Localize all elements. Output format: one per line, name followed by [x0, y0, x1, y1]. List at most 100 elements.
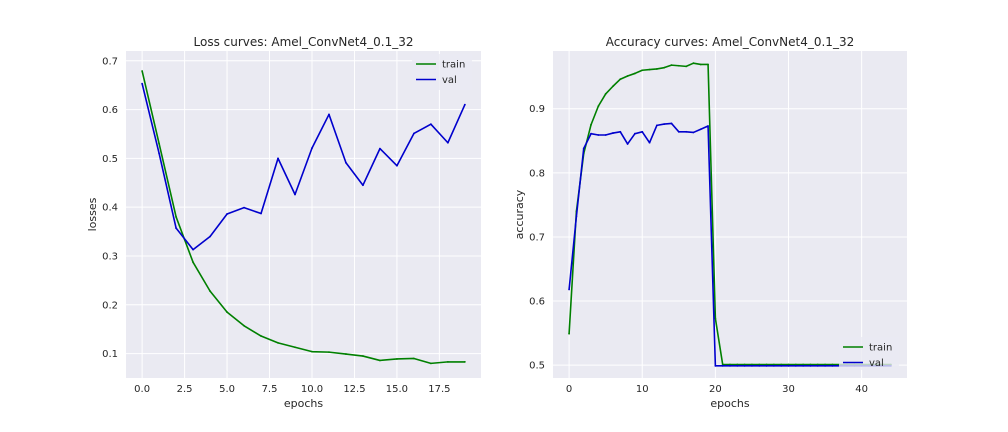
data-point-val: [663, 123, 666, 125]
data-point-train: [413, 357, 415, 360]
data-point-train: [463, 360, 466, 363]
data-point-val: [582, 147, 585, 150]
plot-area: [553, 51, 907, 378]
legend-box: [412, 54, 472, 90]
data-point-train: [379, 359, 381, 362]
data-point-val: [429, 123, 432, 126]
data-point-val: [328, 113, 330, 116]
data-point-val: [670, 122, 673, 125]
data-point-val: [345, 161, 347, 164]
data-point-train: [175, 216, 178, 218]
x-tick-label: 30: [782, 384, 795, 395]
legend-label-train: train: [442, 60, 465, 71]
data-point-train: [641, 69, 644, 72]
data-point-val: [362, 184, 364, 187]
data-point-train: [751, 363, 753, 366]
data-point-train: [612, 85, 614, 88]
data-point-train: [743, 363, 746, 366]
x-tick-label: 20: [709, 384, 722, 395]
data-point-train: [328, 351, 330, 354]
x-tick-label: 10.0: [301, 384, 323, 395]
data-point-val: [685, 130, 688, 133]
data-point-train: [294, 346, 296, 349]
y-tick-label: 0.5: [102, 154, 118, 165]
data-point-train: [816, 363, 819, 366]
y-tick-label: 0.6: [529, 297, 545, 308]
data-point-val: [277, 157, 279, 160]
data-point-train: [655, 68, 658, 70]
data-point-train: [772, 363, 775, 366]
data-point-val: [707, 125, 709, 127]
x-tick-label: 0.0: [134, 384, 150, 395]
data-point-train: [758, 363, 761, 366]
y-tick-label: 0.6: [102, 105, 118, 116]
data-point-val: [175, 227, 178, 230]
data-point-val: [379, 147, 381, 150]
data-point-val: [192, 248, 194, 251]
y-tick-label: 0.4: [102, 203, 118, 214]
data-point-val: [294, 193, 296, 196]
data-point-val: [568, 288, 570, 291]
data-point-val: [743, 364, 746, 367]
data-point-train: [765, 363, 768, 366]
legend-label-train: train: [869, 343, 892, 354]
y-tick-label: 0.2: [102, 300, 118, 311]
plot-area: [126, 51, 481, 378]
data-point-train: [243, 324, 245, 327]
data-point-val: [590, 132, 592, 135]
data-point-val: [311, 147, 313, 150]
data-point-val: [463, 103, 466, 106]
data-point-train: [677, 64, 680, 67]
data-point-train: [648, 68, 651, 71]
data-point-train: [794, 363, 797, 366]
data-point-val: [641, 130, 644, 133]
x-tick-label: 5.0: [219, 384, 235, 395]
x-tick-label: 7.5: [262, 384, 278, 395]
data-point-train: [619, 78, 622, 81]
data-point-train: [277, 341, 279, 344]
data-point-val: [243, 206, 245, 209]
data-point-train: [226, 311, 228, 314]
data-point-train: [311, 350, 313, 353]
data-point-val: [758, 364, 761, 367]
y-tick-label: 0.5: [529, 361, 545, 372]
y-axis-label: accuracy: [513, 189, 526, 239]
data-point-val: [446, 141, 449, 144]
loss-chart: 0.0 2.5 5.0 7.5 10.0 12.5 15.0 17.5 0.1 0.2 0.3 0.4…: [86, 35, 481, 410]
y-tick-label: 0.3: [102, 251, 118, 262]
data-point-val: [787, 364, 790, 367]
data-point-val: [802, 364, 805, 367]
data-point-train: [721, 363, 724, 366]
x-tick-label: 10: [636, 384, 649, 395]
data-point-train: [802, 363, 805, 366]
data-point-val: [626, 143, 629, 145]
data-point-val: [714, 364, 717, 367]
data-point-train: [429, 362, 432, 365]
data-point-train: [141, 70, 144, 72]
y-tick-label: 0.9: [529, 104, 545, 115]
data-point-val: [612, 132, 614, 134]
data-point-train: [787, 363, 790, 366]
data-point-val: [765, 364, 768, 367]
chart-title: Loss curves: Amel_ConvNet4_0.1_32: [194, 35, 414, 49]
data-point-train: [158, 142, 161, 145]
data-point-train: [663, 66, 666, 69]
data-point-val: [634, 132, 636, 135]
x-tick-label: 40: [855, 384, 868, 395]
series-line-train: [141, 70, 465, 365]
data-point-val: [794, 364, 797, 367]
legend-label-val: val: [869, 358, 884, 369]
y-tick-label: 0.8: [529, 168, 545, 179]
data-point-train: [824, 363, 826, 366]
data-point-val: [772, 364, 775, 367]
data-point-train: [260, 335, 262, 337]
data-point-val: [604, 134, 607, 136]
y-axis-label: losses: [86, 197, 99, 231]
data-point-val: [141, 82, 144, 85]
data-point-val: [619, 130, 622, 133]
data-point-train: [345, 353, 347, 355]
data-point-train: [699, 63, 702, 66]
x-tick-label: 15.0: [386, 384, 408, 395]
y-tick-label: 0.1: [102, 349, 118, 360]
